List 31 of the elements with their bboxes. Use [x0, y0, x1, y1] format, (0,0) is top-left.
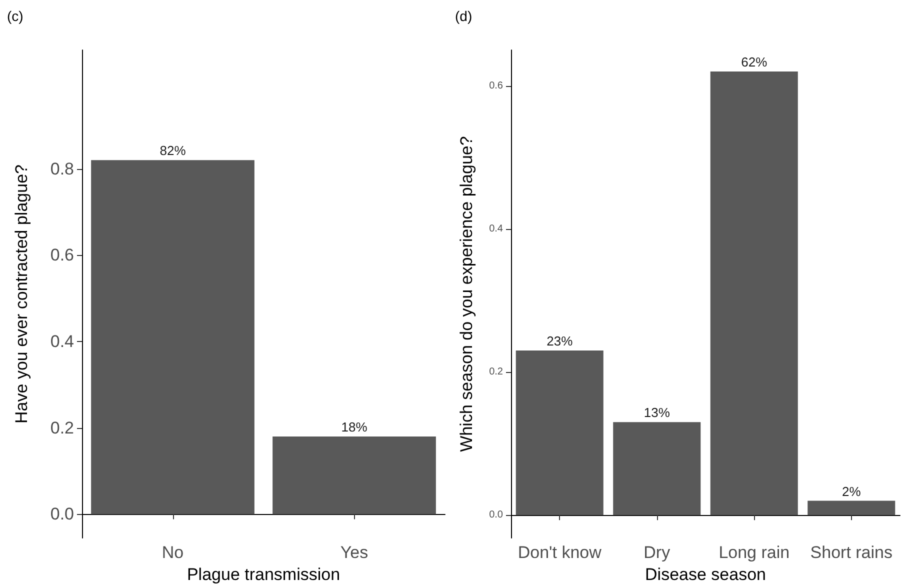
- data-label: 23%: [546, 334, 574, 349]
- x-tick-label: Yes: [340, 543, 368, 562]
- bar: [516, 350, 604, 516]
- bar: [613, 422, 701, 516]
- x-tick-label: Dry: [644, 543, 671, 562]
- y-tick-label: 0.0: [50, 504, 74, 524]
- data-label: 13%: [644, 405, 670, 420]
- data-label: 18%: [341, 420, 368, 435]
- y-axis-title: Which season do you experience plague?: [457, 136, 476, 452]
- y-tick-label: 0.4: [489, 223, 504, 234]
- x-tick-label: Long rain: [718, 543, 790, 562]
- bar: [808, 500, 896, 516]
- x-tick-label: Don't know: [518, 543, 602, 562]
- bar: [710, 71, 798, 516]
- y-tick-label: 0.4: [50, 332, 74, 352]
- data-label: 82%: [160, 143, 186, 158]
- y-tick-label: 0.8: [50, 159, 74, 178]
- x-tick-label: Short rains: [810, 543, 892, 562]
- y-tick-label: 0.6: [50, 246, 74, 265]
- y-tick-label: 0.6: [489, 80, 504, 92]
- chart-title: (c): [7, 8, 24, 24]
- x-axis-title: Disease season: [645, 565, 766, 584]
- y-tick-label: 0.0: [489, 510, 504, 521]
- y-tick-label: 0.2: [489, 366, 504, 378]
- data-label: 62%: [741, 54, 768, 70]
- y-axis-title: Have you ever contracted plague?: [12, 164, 31, 424]
- x-axis-title: Plague transmission: [186, 565, 340, 584]
- data-label: 2%: [842, 484, 862, 499]
- y-tick-label: 0.2: [50, 418, 74, 438]
- chart-title: (d): [455, 8, 472, 24]
- x-tick-label: No: [162, 543, 184, 562]
